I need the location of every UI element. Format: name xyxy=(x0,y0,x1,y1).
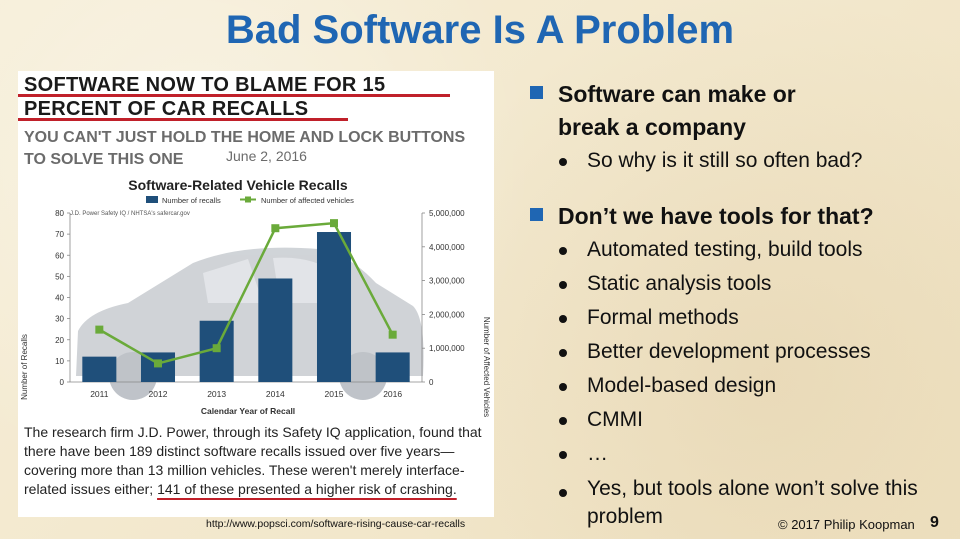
bullet-level-2: So why is it still so often bad? xyxy=(530,144,950,178)
y-axis-label: Number of Recalls xyxy=(20,334,29,400)
square-bullet-icon xyxy=(530,86,543,99)
article-clipping: SOFTWARE NOW TO BLAME FOR 15 PERCENT OF … xyxy=(18,71,494,517)
article-headline: SOFTWARE NOW TO BLAME FOR 15 PERCENT OF … xyxy=(24,73,385,121)
bullet-level-2: … xyxy=(530,437,950,471)
bullet-text: Static analysis tools xyxy=(587,272,772,295)
x-axis-label: Calendar Year of Recall xyxy=(201,406,295,416)
y2-tick-label: 0 xyxy=(429,378,434,387)
chart-axes: 0 10 20 30 40 50 60 70 80 0 1,000,000 2,000,000 3,00… xyxy=(55,209,465,399)
recalls-chart: Software-Related Vehicle Recalls Number … xyxy=(20,177,491,417)
bullet-text: Don’t we have tools for that? xyxy=(558,203,874,229)
bullet-text: Software can make or break a company xyxy=(558,81,796,140)
y-tick-label: 30 xyxy=(55,315,64,324)
headline-underline-1 xyxy=(18,94,450,97)
line-point xyxy=(388,330,397,339)
y2-tick-label: 1,000,000 xyxy=(429,344,465,353)
line-point xyxy=(95,325,104,334)
bullet-level-2: Automated testing, build tools xyxy=(530,233,950,267)
round-bullet-icon xyxy=(559,247,567,255)
bar xyxy=(316,232,352,382)
round-bullet-icon xyxy=(559,281,567,289)
line-point xyxy=(330,219,338,228)
bar xyxy=(82,356,117,382)
square-bullet-icon xyxy=(530,208,543,221)
bar xyxy=(375,352,410,382)
paragraph-text: The research firm J.D. Power, through it… xyxy=(24,424,482,497)
chart-bars xyxy=(82,232,410,382)
round-bullet-icon xyxy=(559,383,567,391)
chart-legend: Number of recalls Number of affected veh… xyxy=(146,196,354,205)
line-point xyxy=(154,359,162,368)
source-url: http://www.popsci.com/software-rising-ca… xyxy=(206,518,466,530)
x-tick-label: 2015 xyxy=(325,389,344,399)
chart-source-note: J.D. Power Safety IQ / NHTSA's safercar.… xyxy=(70,211,190,217)
y-tick-label: 70 xyxy=(55,230,64,239)
page-number: 9 xyxy=(930,514,939,531)
headline-underline-2 xyxy=(18,118,348,121)
round-bullet-icon xyxy=(559,489,567,497)
subhead-line-2: TO SOLVE THIS ONE xyxy=(24,151,184,168)
legend-line-label: Number of affected vehicles xyxy=(261,196,354,205)
headline-line-1: SOFTWARE NOW TO BLAME FOR 15 xyxy=(24,74,386,96)
article-paragraph: The research firm J.D. Power, through it… xyxy=(24,423,494,499)
y2-tick-label: 5,000,000 xyxy=(429,209,465,218)
y2-tick-label: 2,000,000 xyxy=(429,310,465,319)
x-tick-label: 2011 xyxy=(90,389,109,399)
car-silhouette xyxy=(76,247,424,400)
legend-line-marker xyxy=(245,196,251,203)
slide-title: Bad Software Is A Problem xyxy=(225,8,735,52)
x-tick-label: 2016 xyxy=(383,389,402,399)
legend-bar-swatch xyxy=(146,196,158,203)
headline-line-2: PERCENT OF CAR RECALLS xyxy=(24,98,309,120)
y-tick-label: 20 xyxy=(55,336,64,345)
y2-axis-label: Number of Affected Vehicles xyxy=(482,317,491,417)
y-tick-label: 0 xyxy=(60,378,65,387)
copyright: © 2017 Philip Koopman xyxy=(778,517,915,532)
bullet-level-2: Yes, but tools alone won’t solve this pr… xyxy=(530,475,957,531)
article-subhead: YOU CAN'T JUST HOLD THE HOME AND LOCK BU… xyxy=(24,127,494,171)
bullet-level-1: Software can make or break a company xyxy=(530,78,798,144)
paragraph-highlight: 141 of these presented a higher risk of … xyxy=(157,481,457,497)
bullet-level-2: Better development processes xyxy=(530,335,950,369)
line-point xyxy=(212,344,221,353)
bullet-text: Model-based design xyxy=(587,374,777,397)
line-point xyxy=(271,224,280,233)
round-bullet-icon xyxy=(559,349,567,357)
series-line xyxy=(98,221,394,365)
bar xyxy=(258,278,293,382)
bullet-text: CMMI xyxy=(587,408,643,431)
y-tick-label: 40 xyxy=(55,294,64,303)
bullet-text: Better development processes xyxy=(587,340,871,363)
bullet-level-1: Don’t we have tools for that? xyxy=(530,200,938,233)
round-bullet-icon xyxy=(559,315,567,323)
y2-tick-label: 4,000,000 xyxy=(429,243,465,252)
bullet-text: Automated testing, build tools xyxy=(587,238,863,261)
x-tick-label: 2014 xyxy=(266,389,285,399)
article-date: June 2, 2016 xyxy=(226,148,307,164)
bullet-list: Software can make or break a company So w… xyxy=(530,78,950,531)
round-bullet-icon xyxy=(559,158,567,166)
x-tick-label: 2012 xyxy=(149,389,168,399)
bullet-level-2: CMMI xyxy=(530,403,950,437)
y-tick-label: 10 xyxy=(55,357,64,366)
bullet-text: Yes, but tools alone won’t solve this pr… xyxy=(587,477,918,528)
bullet-level-2: Static analysis tools xyxy=(530,267,950,301)
chart-line-series xyxy=(95,219,397,368)
y2-tick-label: 3,000,000 xyxy=(429,277,465,286)
y-tick-label: 80 xyxy=(55,209,64,218)
round-bullet-icon xyxy=(559,451,567,459)
y-tick-label: 50 xyxy=(55,272,64,281)
bullet-text: Formal methods xyxy=(587,306,739,329)
y-tick-label: 60 xyxy=(55,251,64,260)
subhead-line-1: YOU CAN'T JUST HOLD THE HOME AND LOCK BU… xyxy=(24,129,466,146)
x-tick-label: 2013 xyxy=(207,389,226,399)
chart-title: Software-Related Vehicle Recalls xyxy=(128,177,348,193)
bullet-text: So why is it still so often bad? xyxy=(587,149,863,172)
bullet-level-2: Formal methods xyxy=(530,301,950,335)
bullet-text: … xyxy=(587,442,608,465)
legend-bar-label: Number of recalls xyxy=(162,196,221,205)
bullet-level-2: Model-based design xyxy=(530,369,950,403)
round-bullet-icon xyxy=(559,417,567,425)
